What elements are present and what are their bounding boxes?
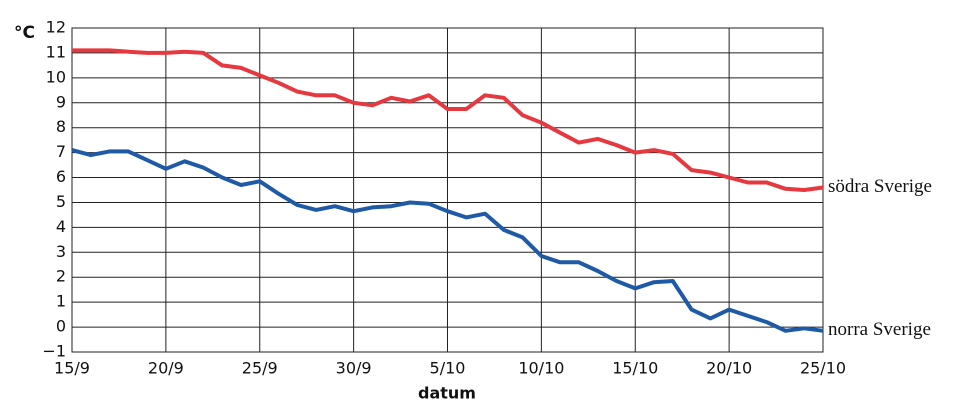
y-tick-label: 8: [56, 117, 66, 136]
x-axis-label: datum: [418, 384, 476, 403]
y-tick-label: 4: [56, 217, 66, 236]
y-tick-label: 10: [46, 67, 66, 86]
y-tick-label: 11: [46, 42, 66, 61]
x-tick-label: 15/9: [54, 359, 90, 378]
y-tick-label: 3: [56, 242, 66, 261]
y-tick-label: 1: [56, 292, 66, 311]
y-tick-label: 12: [46, 18, 66, 37]
y-tick-label: 0: [56, 317, 66, 336]
y-tick-label: 6: [56, 167, 66, 186]
x-tick-label: 20/10: [706, 359, 752, 378]
series-line: [71, 148, 824, 333]
y-tick-label: 5: [56, 192, 66, 211]
y-tick-label: 9: [56, 92, 66, 111]
series-label: norra Sverige: [828, 319, 931, 340]
x-tick-label: 15/10: [612, 359, 658, 378]
x-tick-label: 5/10: [430, 359, 466, 378]
x-tick-label: 10/10: [518, 359, 564, 378]
y-tick-label: 2: [56, 267, 66, 286]
y-tick-label: −1: [42, 342, 66, 361]
x-tick-label: 25/9: [242, 359, 278, 378]
series-line: [72, 48, 824, 192]
y-tick-label: 7: [56, 142, 66, 161]
x-tick-label: 20/9: [148, 359, 184, 378]
series-label: södra Sverige: [828, 176, 932, 197]
x-tick-label: 30/9: [336, 359, 372, 378]
x-tick-label: 25/10: [800, 359, 846, 378]
y-axis-label: °C: [14, 23, 35, 43]
